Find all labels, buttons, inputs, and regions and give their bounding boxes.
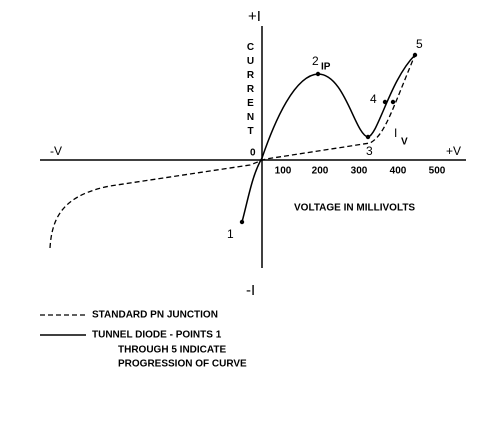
iv-label: I (394, 126, 397, 140)
x-tick-label: 500 (429, 166, 446, 177)
plus-i: +I (248, 8, 261, 25)
point-label: 2 (312, 54, 319, 68)
origin-label: 0 (250, 148, 256, 159)
legend-text: TUNNEL DIODE - POINTS 1 (92, 330, 222, 341)
plus-v: +V (446, 144, 461, 158)
legend-text: STANDARD PN JUNCTION (92, 310, 218, 321)
legend-text: PROGRESSION OF CURVE (118, 359, 247, 370)
pn-junction-curve (49, 54, 416, 249)
x-tick-label: 100 (275, 166, 292, 177)
minus-v: -V (50, 144, 62, 158)
point (315, 71, 321, 77)
tunnel-diode-curve (241, 54, 416, 223)
x-tick-label: 400 (390, 166, 407, 177)
point (382, 99, 388, 105)
point (390, 99, 396, 105)
iv-subscript: V (401, 137, 408, 148)
point-label: 1 (227, 227, 234, 241)
y-axis-label: CURRENT (245, 42, 256, 140)
x-tick-label: 300 (351, 166, 368, 177)
legend-text: THROUGH 5 INDICATE (118, 345, 226, 356)
point-label: 3 (366, 144, 373, 158)
x-axis-label: VOLTAGE IN MILLIVOLTS (294, 203, 415, 214)
x-tick-label: 200 (312, 166, 329, 177)
point (412, 52, 418, 58)
point (365, 134, 371, 140)
curve-points (239, 52, 418, 225)
point-label: 4 (370, 92, 377, 106)
minus-i: -I (246, 282, 255, 299)
point-label: 5 (416, 37, 423, 51)
point (239, 219, 245, 225)
ip-label: IP (321, 62, 331, 73)
